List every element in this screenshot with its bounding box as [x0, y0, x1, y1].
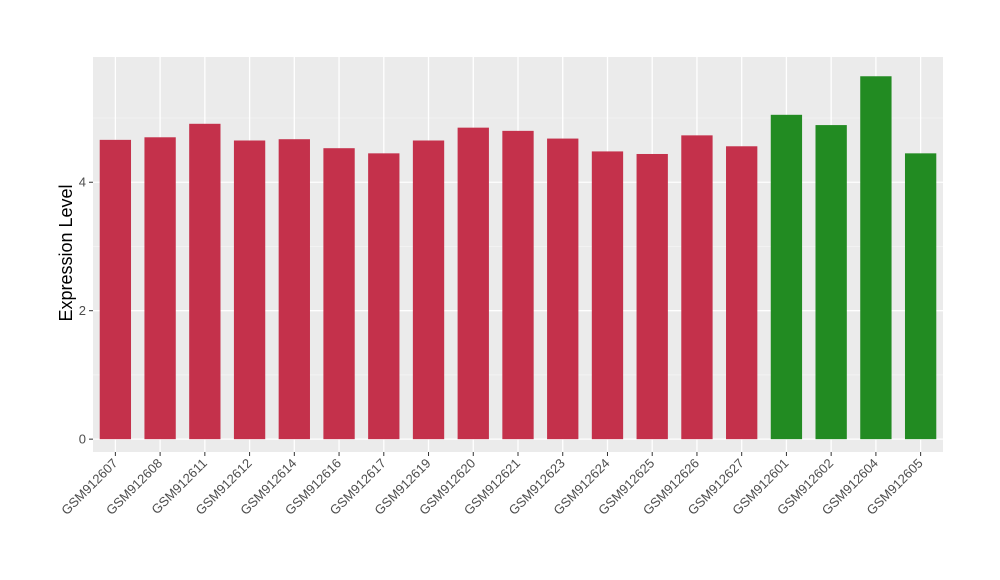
bar-gsm912617 — [368, 153, 400, 440]
bar-gsm912626 — [681, 135, 713, 440]
bar-gsm912616 — [323, 148, 355, 440]
bars — [99, 76, 937, 440]
bar-gsm912623 — [547, 138, 579, 440]
bar-gsm912614 — [278, 139, 310, 440]
bar-gsm912608 — [144, 137, 176, 440]
y-axis: 0 2 4 — [79, 175, 93, 447]
bar-gsm912619 — [412, 140, 445, 440]
y-tick-label: 0 — [79, 432, 86, 447]
y-axis-title: Expression Level — [56, 184, 76, 321]
bar-gsm912627 — [726, 146, 758, 440]
bar-gsm912612 — [233, 140, 266, 440]
bar-gsm912611 — [189, 123, 221, 440]
bar-gsm912601 — [770, 114, 803, 440]
bar-gsm912607 — [99, 139, 132, 440]
bar-gsm912620 — [457, 127, 489, 440]
bar-gsm912624 — [591, 151, 624, 440]
x-axis: GSM912607GSM912608GSM912611GSM912612GSM9… — [58, 452, 926, 518]
y-tick-label: 4 — [79, 175, 86, 190]
bar-gsm912602 — [815, 125, 847, 440]
bar-gsm912604 — [860, 76, 892, 440]
y-tick-label: 2 — [79, 303, 86, 318]
bar-gsm912621 — [502, 130, 534, 440]
bar-gsm912605 — [904, 153, 937, 440]
bar-gsm912625 — [636, 153, 668, 440]
